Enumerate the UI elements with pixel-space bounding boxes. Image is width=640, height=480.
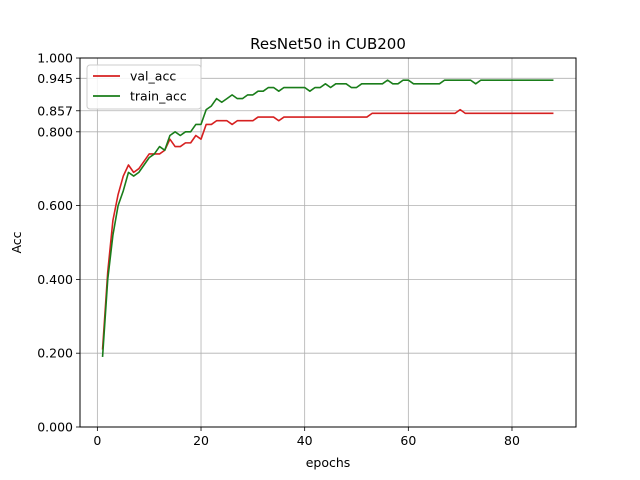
y-tick-label: 0.600 (37, 198, 73, 213)
legend-label-train-acc: train_acc (130, 89, 187, 104)
y-tick-label: 0.945 (37, 71, 73, 86)
y-tick-label: 0.800 (37, 124, 73, 139)
legend-label-val-acc: val_acc (130, 69, 176, 84)
x-axis-title: epochs (306, 455, 351, 470)
y-tick-label: 0.857 (37, 103, 73, 118)
x-tick-label: 0 (93, 433, 101, 448)
series-lines (101, 79, 554, 357)
x-tick-label: 60 (400, 433, 416, 448)
grid (80, 57, 576, 428)
y-tick-label: 0.400 (37, 272, 73, 287)
plot-frame (79, 57, 577, 428)
x-tick-label: 20 (193, 433, 209, 448)
ticks: 0 20 40 60 80 0.000 0.200 0.400 0.600 0.800 0.857 0… (37, 51, 520, 449)
y-tick-label: 0.200 (37, 346, 73, 361)
y-tick-label: 0.000 (37, 420, 73, 435)
x-tick-label: 40 (297, 433, 313, 448)
y-tick-label: 1.000 (37, 51, 73, 66)
y-axis-title: Acc (9, 231, 24, 253)
series-line-train-acc (101, 79, 554, 357)
x-tick-label: 80 (504, 433, 520, 448)
chart-title: ResNet50 in CUB200 (250, 35, 406, 53)
series-line-val-acc (101, 108, 554, 350)
legend: val_acc train_acc (86, 64, 202, 110)
